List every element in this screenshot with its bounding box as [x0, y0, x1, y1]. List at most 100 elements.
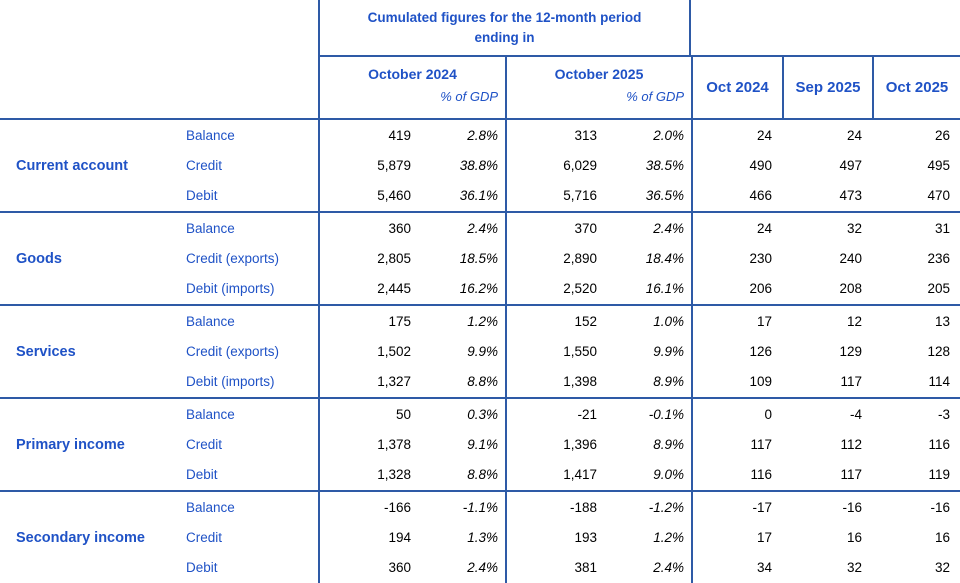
cell-month-sep-2025: 32	[846, 560, 862, 576]
column-header-october-2024: October 2024 % of GDP	[318, 57, 505, 120]
row-label: Debit (imports)	[186, 374, 275, 390]
cell-cum-2025-pct: 18.4%	[645, 250, 684, 266]
cell-cum-2024-pct: 9.1%	[467, 436, 498, 452]
pct-of-gdp-label: % of GDP	[626, 89, 684, 104]
row-label: Debit	[186, 467, 218, 483]
cumulated-period-header: Cumulated figures for the 12-month perio…	[318, 0, 691, 57]
cell-cum-2025-pct: 9.0%	[653, 467, 684, 483]
cell-cum-2025-value: 1,550	[505, 336, 601, 367]
row-label: Debit	[186, 188, 218, 204]
category-label: Secondary income	[16, 529, 145, 546]
cell-month-sep-2025: 24	[846, 127, 862, 143]
cell-cum-2025-value: 1,398	[505, 366, 601, 397]
cell-cum-2025-value: 1,396	[505, 429, 601, 460]
cell-cum-2025-pct: 36.5%	[645, 188, 684, 204]
row-label: Balance	[186, 406, 235, 422]
row-label: Credit (exports)	[186, 343, 280, 359]
cell-cum-2024-pct: 18.5%	[459, 250, 498, 266]
cell-month-oct-2024: 230	[691, 243, 782, 274]
cell-cum-2025-pct: 8.9%	[653, 436, 684, 452]
section-secondary-income: Secondary income Balance -166 -1.1% -188 -1.2…	[0, 492, 960, 583]
cell-month-oct-2024: 0	[691, 399, 782, 430]
cell-cum-2024-pct: 9.9%	[467, 343, 498, 359]
cell-month-oct-2024: 126	[691, 336, 782, 367]
cell-cum-2024-value: 2,805	[318, 243, 415, 274]
cell-cum-2025-pct: 2.4%	[653, 220, 684, 236]
header-empty-corner	[0, 0, 318, 57]
cell-cum-2024-value: 1,378	[318, 429, 415, 460]
period-label: October 2024	[368, 66, 457, 82]
section-goods: Goods Balance 360 2.4% 370 2.4% 24 32 31 Credit (…	[0, 213, 960, 306]
cell-cum-2025-value: 6,029	[505, 150, 601, 181]
cell-cum-2024-pct: 8.8%	[467, 374, 498, 390]
cell-month-sep-2025: 473	[839, 188, 862, 204]
cell-cum-2024-value: 5,460	[318, 180, 415, 211]
cell-month-sep-2025: -4	[849, 406, 862, 422]
cell-month-oct-2025: 32	[934, 560, 950, 576]
cell-month-oct-2024: 206	[691, 273, 782, 304]
cell-month-sep-2025: 208	[839, 281, 862, 297]
cell-cum-2024-value: 175	[318, 306, 415, 337]
cell-cum-2025-pct: -1.2%	[648, 499, 684, 515]
cell-cum-2025-pct: 1.2%	[653, 529, 684, 545]
cell-month-oct-2025: -16	[930, 499, 950, 515]
cell-cum-2024-value: 1,328	[318, 459, 415, 490]
section-current-account: Current account Balance 419 2.8% 313 2.0% 24 24…	[0, 120, 960, 213]
cell-cum-2024-pct: 38.8%	[459, 157, 498, 173]
cell-cum-2024-value: 2,445	[318, 273, 415, 304]
column-header-sep-2025: Sep 2025	[782, 57, 872, 120]
cell-month-sep-2025: 117	[840, 374, 862, 390]
cell-month-oct-2024: 116	[691, 459, 782, 490]
cell-month-oct-2025: 470	[927, 188, 950, 204]
row-label: Credit	[186, 436, 223, 452]
cumulated-period-title: Cumulated figures for the 12-month perio…	[367, 9, 642, 45]
cell-month-oct-2025: 13	[934, 313, 950, 329]
section-primary-income: Primary income Balance 50 0.3% -21 -0.1% 0 -4 -3…	[0, 399, 960, 492]
header-empty-labels	[0, 57, 318, 120]
cell-month-oct-2025: 31	[934, 220, 950, 236]
row-label: Balance	[186, 220, 235, 236]
cell-month-sep-2025: 497	[839, 157, 862, 173]
column-header-oct-2025: Oct 2025	[872, 57, 960, 120]
table-header-columns: October 2024 % of GDP October 2025 % of …	[0, 57, 960, 120]
category-label: Primary income	[16, 436, 125, 453]
cell-cum-2024-value: 1,502	[318, 336, 415, 367]
cell-cum-2024-pct: 8.8%	[467, 467, 498, 483]
category-label: Services	[16, 343, 76, 360]
cell-cum-2025-pct: -0.1%	[648, 406, 684, 422]
cell-month-oct-2025: 236	[927, 250, 950, 266]
cell-month-sep-2025: 12	[846, 313, 862, 329]
cell-month-oct-2025: 26	[934, 127, 950, 143]
cell-month-oct-2025: 16	[934, 529, 950, 545]
cell-month-oct-2024: 117	[691, 429, 782, 460]
cell-cum-2024-value: 50	[318, 399, 415, 430]
cell-month-oct-2025: 128	[927, 343, 950, 359]
header-empty-right	[691, 0, 960, 57]
row-label: Balance	[186, 127, 235, 143]
cell-month-sep-2025: 16	[846, 529, 862, 545]
cell-cum-2025-value: -21	[505, 399, 601, 430]
row-label: Credit	[186, 157, 223, 173]
cell-month-sep-2025: 117	[840, 467, 862, 483]
cell-cum-2025-value: 193	[505, 522, 601, 553]
row-label: Balance	[186, 499, 235, 515]
cell-month-oct-2024: 17	[691, 522, 782, 553]
cell-month-oct-2024: -17	[691, 492, 782, 523]
column-header-october-2025: October 2025 % of GDP	[505, 57, 691, 120]
cell-cum-2025-value: 2,520	[505, 273, 601, 304]
row-label: Debit	[186, 560, 218, 576]
cell-cum-2024-pct: 2.4%	[467, 560, 498, 576]
cell-cum-2025-value: 370	[505, 213, 601, 244]
row-label: Credit	[186, 529, 223, 545]
cell-cum-2025-value: 381	[505, 552, 601, 583]
row-label: Credit (exports)	[186, 250, 280, 266]
cell-month-oct-2024: 24	[691, 120, 782, 151]
cell-month-oct-2024: 17	[691, 306, 782, 337]
cell-cum-2025-pct: 38.5%	[645, 157, 684, 173]
cell-cum-2024-value: -166	[318, 492, 415, 523]
cell-month-oct-2025: 116	[928, 436, 950, 452]
cell-cum-2024-pct: 2.4%	[467, 220, 498, 236]
cell-cum-2024-pct: 2.8%	[467, 127, 498, 143]
cell-cum-2024-pct: 16.2%	[459, 281, 498, 297]
column-header-oct-2024: Oct 2024	[691, 57, 782, 120]
